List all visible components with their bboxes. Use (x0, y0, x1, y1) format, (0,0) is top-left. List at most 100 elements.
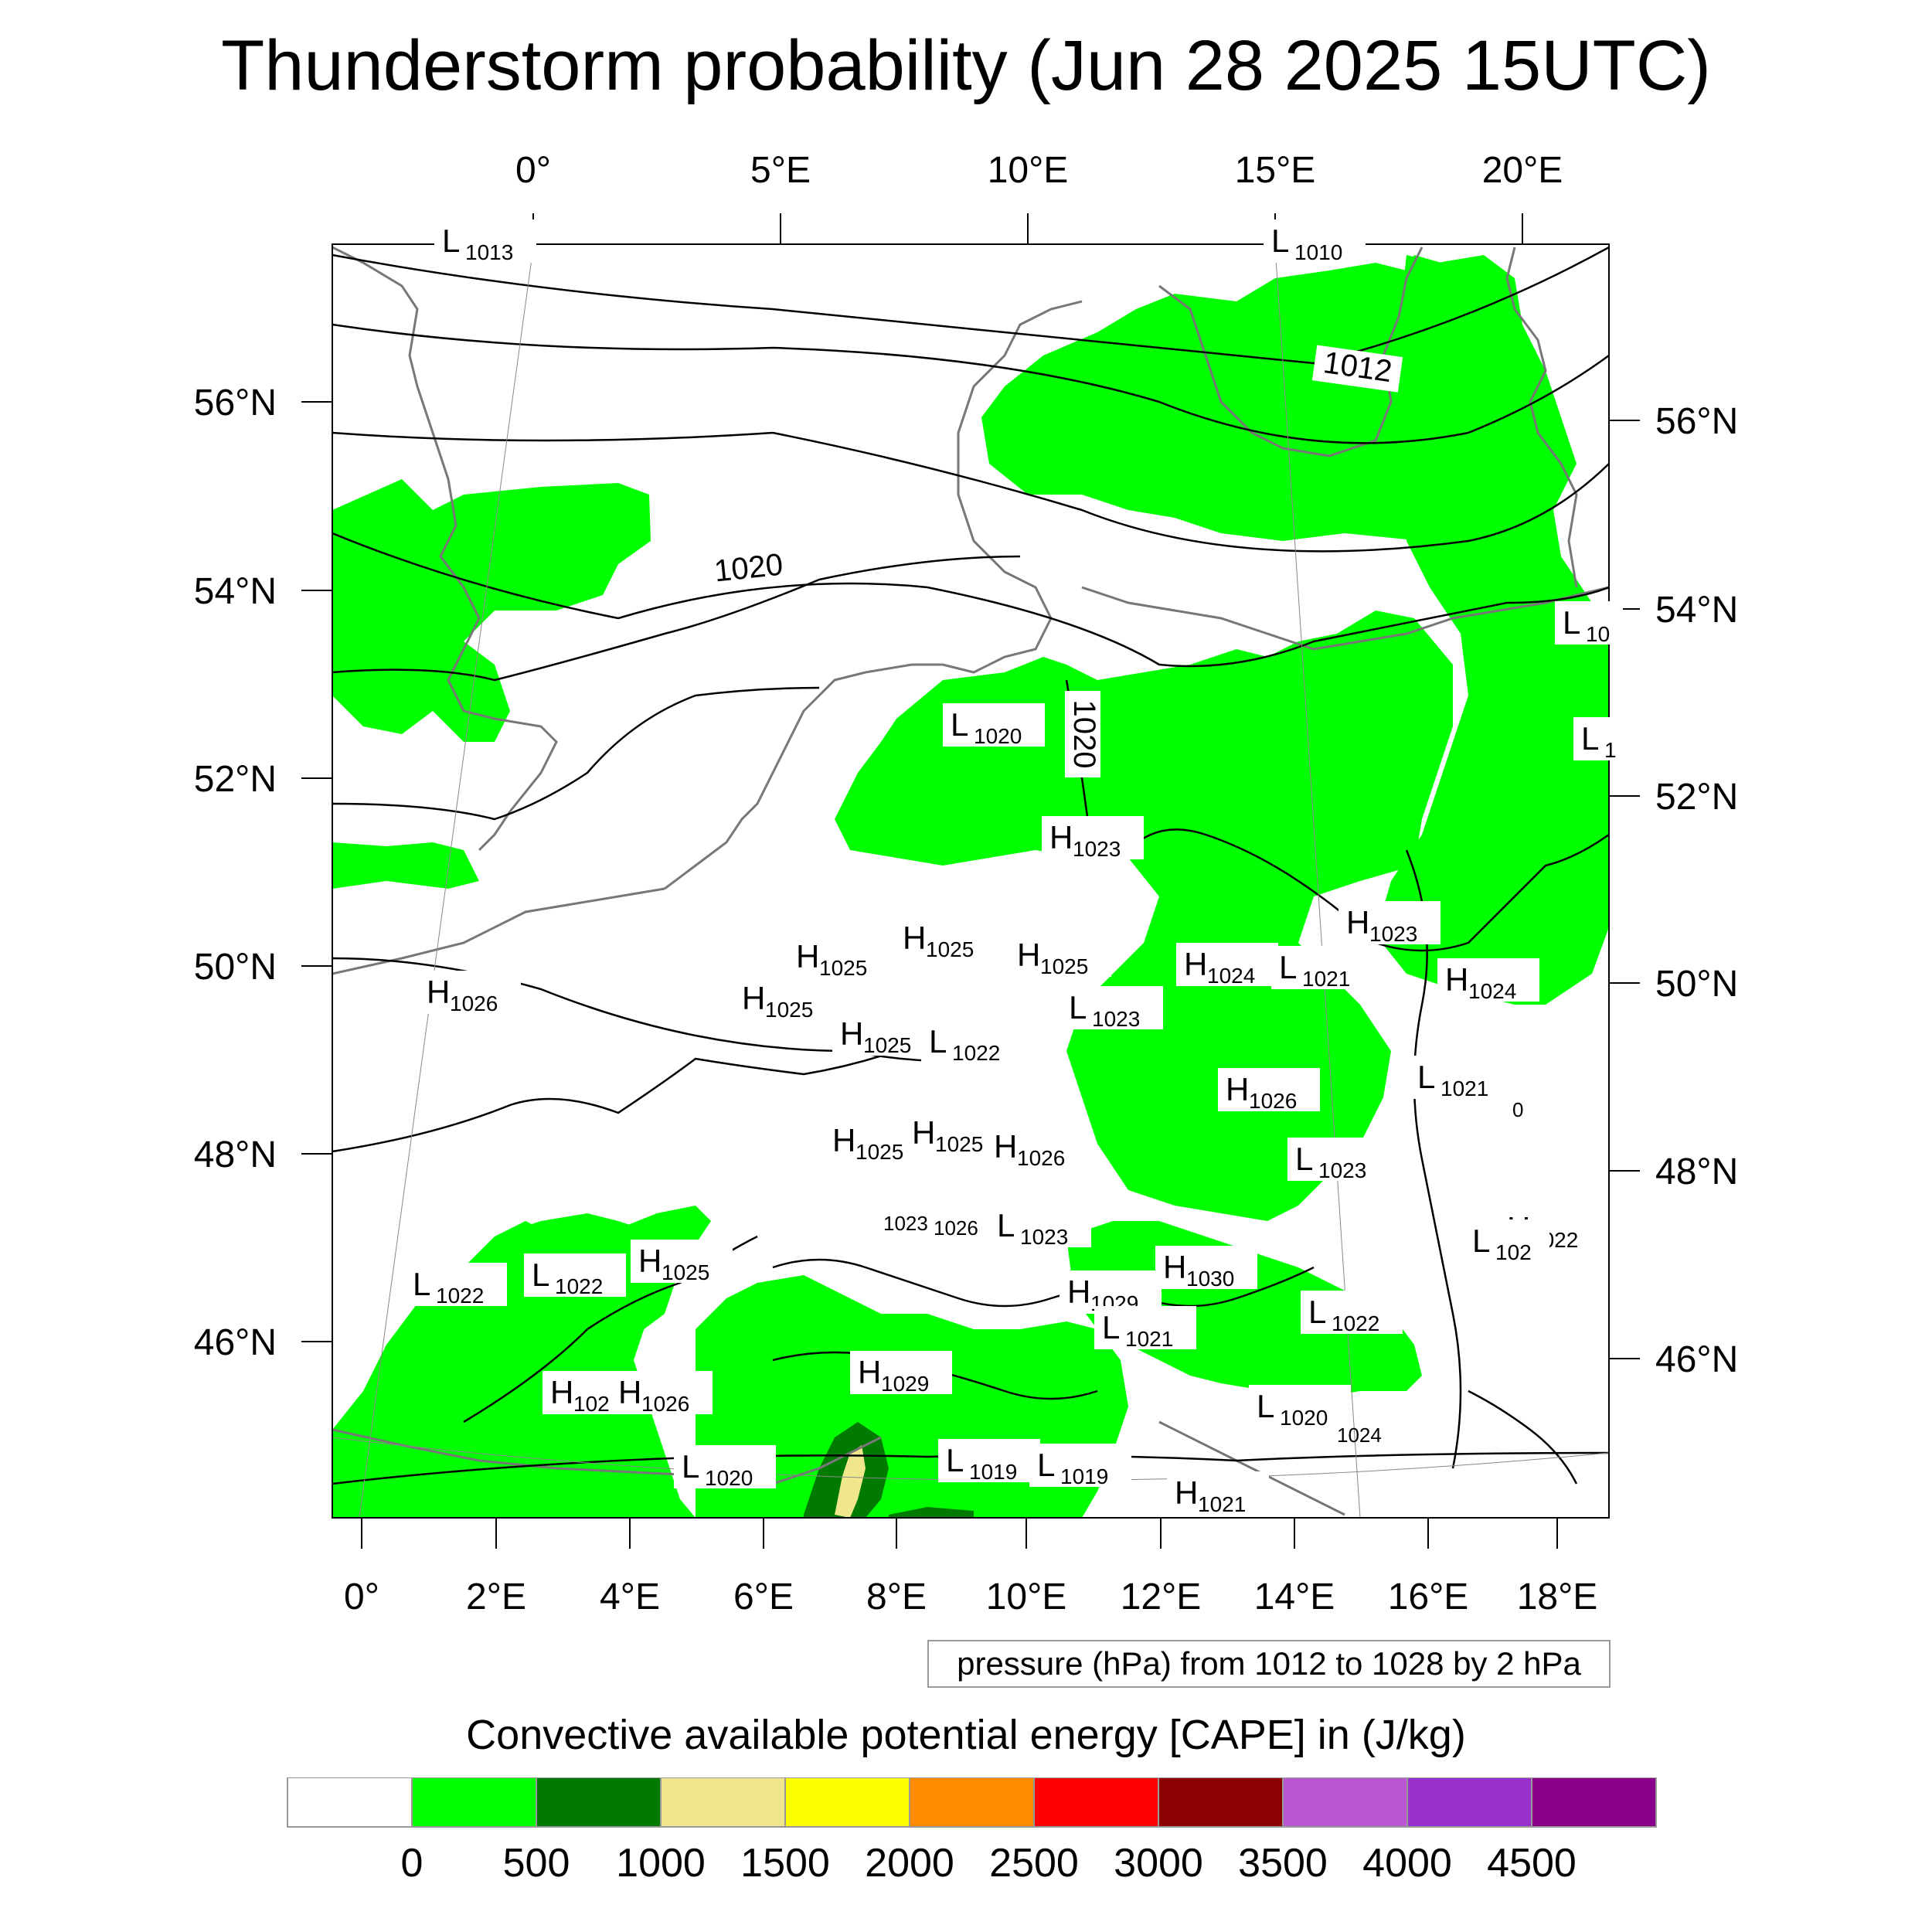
colorbar: 0 500 1000 1500 2000 2500 3000 3500 4000 4500 (287, 1777, 1657, 1886)
pressure-center-label: L 1020 (674, 1445, 776, 1490)
top-ticks (532, 213, 1523, 244)
svg-text:1023: 1023 (1020, 1225, 1068, 1249)
svg-text:1021: 1021 (1440, 1077, 1488, 1100)
svg-text:1030: 1030 (1186, 1267, 1234, 1291)
svg-text:1025: 1025 (662, 1260, 709, 1284)
coastline-france-nl (664, 671, 866, 890)
svg-text:H: H (840, 1015, 863, 1052)
colorbar-swatch (411, 1777, 537, 1828)
coastline-germany-north (865, 300, 1083, 674)
pressure-center-label: L 1020 (943, 703, 1045, 748)
coastline-med (332, 1428, 882, 1485)
cape-region-east (1376, 255, 1609, 1005)
bottom-longitude-labels: 0° 2°E 4°E 6°E 8°E 10°E 12°E 14°E 16°E 1… (344, 1577, 1597, 1617)
colorbar-swatch (287, 1777, 413, 1828)
svg-text:1021: 1021 (1198, 1492, 1246, 1516)
bottom-lon-label: 12°E (1121, 1577, 1202, 1617)
right-lat-label: 54°N (1655, 590, 1738, 631)
coastline-sweden (1158, 247, 1423, 457)
colorbar-swatch (660, 1777, 786, 1828)
coastline-baltic-south (1081, 586, 1609, 651)
svg-text:H: H (1067, 1274, 1090, 1310)
graticule-0deg (359, 247, 534, 1518)
bottom-lon-label: 10°E (986, 1577, 1067, 1617)
svg-text:1023: 1023 (1318, 1158, 1366, 1182)
isobar-1 (332, 246, 1609, 365)
isobar-1020-a (332, 532, 1609, 668)
coastline-baltic-east (1505, 247, 1578, 588)
left-lat-label: 46°N (194, 1322, 277, 1363)
pressure-center-label: H 1029 (850, 1351, 952, 1396)
svg-text:1022: 1022 (436, 1284, 484, 1308)
svg-text:L: L (1279, 949, 1297, 985)
cape-region-uk-coast (332, 842, 479, 889)
svg-text:102: 102 (573, 1392, 610, 1416)
pressure-center-label: L 1021 (1094, 1306, 1196, 1351)
cape-spot-1500 (835, 1445, 866, 1518)
colorbar-swatch (1282, 1777, 1408, 1828)
pressure-center-label: H 1026 (611, 1371, 713, 1416)
colorbar-tick-label: 2000 (865, 1841, 954, 1886)
svg-text:L: L (946, 1442, 964, 1478)
pressure-center-label: H 1030 (1155, 1246, 1257, 1291)
top-lon-label: 10°E (988, 150, 1069, 191)
svg-text:L: L (1069, 989, 1087, 1026)
svg-text:10: 10 (1586, 622, 1610, 646)
pressure-center-label: L 1023 (1287, 1138, 1389, 1182)
svg-text:H: H (796, 938, 819, 975)
colorbar-swatch (536, 1777, 662, 1828)
svg-text:H: H (1175, 1475, 1198, 1511)
pressure-center-label: H 1025 (1009, 934, 1111, 978)
pressure-center-label: H 1024 (1437, 958, 1539, 1003)
isobar-3 (332, 431, 1609, 553)
colorbar-tick-label: 1500 (740, 1841, 830, 1886)
top-lon-label: 0° (515, 150, 551, 191)
pressure-center-label: L 1020 (1249, 1385, 1351, 1430)
svg-text:H: H (1445, 961, 1468, 998)
pressure-center-label: L 1022 (524, 1253, 626, 1298)
isobar-2 (332, 323, 1609, 444)
isobar-7 (332, 1049, 897, 1153)
svg-text:1025: 1025 (1040, 954, 1088, 978)
svg-text:1025: 1025 (855, 1140, 903, 1164)
svg-text:L: L (1581, 720, 1599, 757)
pressure-center-label: L 1022 (405, 1263, 507, 1308)
pressure-center-label: L 1023 (1061, 986, 1163, 1031)
svg-text:1019: 1019 (969, 1460, 1017, 1484)
svg-text:1025: 1025 (935, 1132, 983, 1156)
svg-text:H: H (912, 1114, 935, 1151)
bottom-lon-label: 8°E (866, 1577, 927, 1617)
colorbar-swatch (1033, 1777, 1159, 1828)
svg-text:L: L (929, 1023, 947, 1060)
colorbar-tick-label: 1000 (616, 1841, 706, 1886)
right-lat-label: 50°N (1655, 964, 1738, 1005)
svg-text:1029: 1029 (881, 1372, 929, 1396)
top-lon-label: 5°E (750, 150, 811, 191)
pressure-info-box: pressure (hPa) from 1012 to 1028 by 2 hP… (927, 1640, 1611, 1688)
svg-text:H: H (1184, 946, 1207, 982)
right-lat-label: 48°N (1655, 1151, 1738, 1192)
left-ticks (301, 401, 332, 1342)
left-latitude-labels: 56°N 54°N 52°N 50°N 48°N 46°N (194, 383, 277, 1363)
colorbar-swatch (1531, 1777, 1657, 1828)
svg-text:L: L (1417, 1059, 1435, 1095)
pressure-center-label: L 1022 (921, 1020, 1023, 1065)
pressure-center-label: L 1022 (1301, 1291, 1403, 1335)
colorbar-tick-label: 2500 (989, 1841, 1079, 1886)
colorbar-swatch (1406, 1777, 1532, 1828)
pressure-center-label: H 1023 (1338, 901, 1440, 946)
svg-text:1: 1 (1604, 738, 1617, 762)
svg-text:1023: 1023 (1073, 837, 1121, 861)
svg-text:1026: 1026 (1249, 1089, 1297, 1113)
cape-high-spots (804, 1422, 974, 1518)
svg-text:H: H (618, 1374, 641, 1410)
svg-text:H: H (1017, 937, 1040, 973)
colorbar-tick-label: 500 (503, 1841, 570, 1886)
left-lat-label: 54°N (194, 571, 277, 612)
bottom-ticks (361, 1518, 1558, 1549)
bottom-lon-label: 4°E (600, 1577, 660, 1617)
coastlines (332, 246, 1609, 1516)
svg-text:102: 102 (1495, 1240, 1532, 1264)
pressure-center-label: H 1023 (1042, 816, 1144, 861)
